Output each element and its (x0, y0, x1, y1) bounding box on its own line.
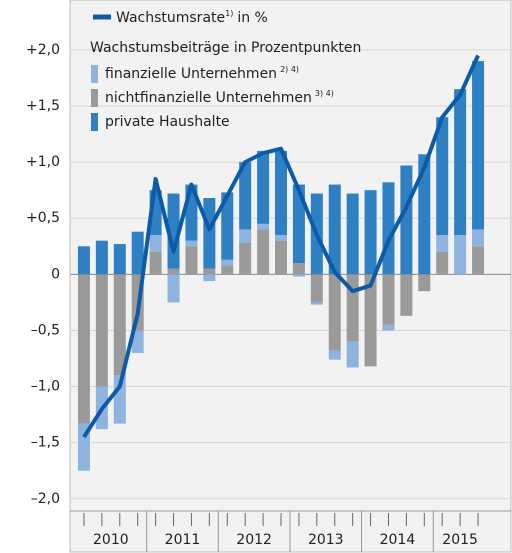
year-label: 2012 (236, 532, 272, 548)
bar-segment (472, 61, 485, 230)
bar-segment (257, 229, 270, 275)
bar-segment (95, 274, 108, 387)
bar-segment (239, 229, 252, 243)
legend-swatch (91, 113, 98, 131)
bar-segment (95, 240, 108, 275)
y-tick-label: +1,5 (26, 98, 60, 114)
legend-label: private Haushalte (105, 114, 230, 130)
bar-segment (364, 190, 377, 275)
bar-segment (328, 184, 341, 275)
bar-segment (292, 263, 305, 275)
year-label: 2010 (93, 532, 129, 548)
bar-segment (436, 251, 449, 275)
legend-entry: private Haushalte (105, 114, 230, 130)
bar-segment (292, 274, 305, 277)
bar-segment (275, 235, 287, 241)
bar-segment (185, 240, 198, 247)
legend-footnote: 2) 4) (280, 65, 299, 74)
bar-segment (418, 154, 431, 275)
bar-segment (221, 259, 234, 266)
bar-segment (203, 268, 216, 275)
bar-segment (436, 117, 449, 236)
bar-segment (275, 150, 287, 236)
bar-segment (454, 89, 467, 236)
y-tick-label: +2,0 (26, 42, 60, 58)
legend-swatch (91, 89, 98, 107)
y-tick-label: +1,0 (26, 154, 60, 170)
bar-segment (436, 235, 449, 252)
bar-segment (346, 193, 359, 275)
bar-segment (203, 274, 216, 282)
bar-segment (131, 330, 144, 353)
bar-segment (364, 274, 377, 367)
legend-entry: nichtfinanzielle Unternehmen 3) 4) (105, 89, 334, 107)
year-label: 2015 (442, 532, 478, 548)
growth-line (82, 54, 480, 439)
bar-segment (113, 244, 126, 275)
bar-segment (221, 265, 234, 275)
y-tick-label: –0,5 (31, 322, 60, 338)
legend-label: nichtfinanzielle Unternehmen (105, 90, 312, 106)
bar-segment (185, 246, 198, 275)
y-tick-label: –1,0 (31, 379, 60, 395)
year-label: 2014 (380, 532, 416, 548)
bar-segment (131, 231, 144, 275)
bar-segment (400, 274, 413, 316)
bar-segment (257, 223, 270, 230)
bar-segment (328, 274, 341, 351)
legend-footnote: 1) (225, 9, 233, 18)
y-tick-label: –2,0 (31, 491, 60, 507)
bar-segment (257, 150, 270, 224)
bar-segment (203, 198, 216, 269)
y-tick-label: –1,5 (31, 435, 60, 451)
bar-segment (167, 193, 180, 269)
bar-segment (310, 302, 323, 305)
legend-swatch (91, 65, 98, 83)
bar-segment (400, 165, 413, 275)
bar-segment (167, 268, 180, 275)
legend-entry: finanzielle Unternehmen 2) 4) (105, 65, 299, 83)
bar-segment (382, 324, 395, 331)
bar-segment (167, 274, 180, 303)
y-tick-label: +0,5 (26, 210, 60, 226)
bar-segment (454, 235, 467, 275)
legend-entry: Wachstumsrate1) in % (116, 9, 268, 27)
bar-segment (382, 274, 395, 325)
bar-segment (310, 274, 323, 303)
bar-segment (292, 184, 305, 264)
year-label: 2013 (308, 532, 344, 548)
bar-segment (346, 341, 359, 368)
legend-label: Wachstumsrate (116, 10, 225, 26)
bar-segment (221, 192, 234, 260)
legend-title: Wachstumsbeiträge in Prozentpunkten (90, 40, 361, 56)
bar-segment (382, 182, 395, 275)
bar-segment (77, 274, 90, 424)
bar-segment (275, 240, 287, 275)
bar-segment (149, 235, 162, 252)
bar-segment (77, 246, 90, 275)
bar-segment (239, 242, 252, 275)
y-tick-label: 0 (51, 266, 60, 282)
bar-segment (418, 274, 431, 292)
bar-segment (328, 350, 341, 360)
legend-suffix: in % (237, 10, 268, 26)
bar-segment (149, 251, 162, 275)
legend-label: finanzielle Unternehmen (105, 66, 277, 82)
bar-segment (239, 162, 252, 230)
bar-segment (472, 229, 485, 247)
legend-footnote: 3) 4) (315, 89, 334, 98)
bar-segment (472, 246, 485, 275)
year-label: 2011 (165, 532, 201, 548)
bar-segment (113, 274, 126, 376)
